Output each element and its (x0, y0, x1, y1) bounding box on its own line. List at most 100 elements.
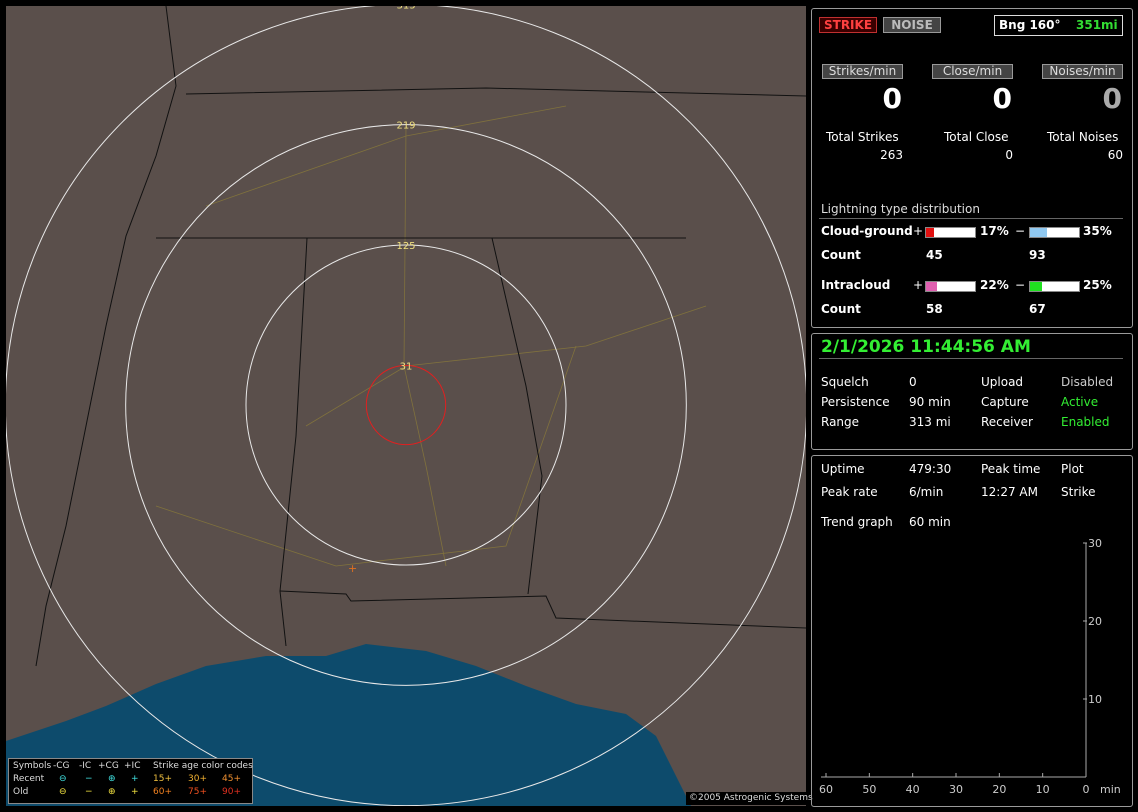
sign: − (1015, 224, 1026, 238)
bearing-box (994, 15, 1123, 36)
divider (819, 358, 1123, 359)
setting: Range (821, 415, 860, 429)
setting: 90 min (909, 395, 951, 409)
x-tick-label: 10 (1036, 783, 1050, 796)
legend-item: 15+ (153, 774, 172, 784)
bearing: Bng 160° (999, 18, 1061, 32)
rate-value: 0 (1102, 82, 1122, 115)
legend-item: ⊕ (108, 774, 116, 784)
legend-item: − (85, 787, 93, 797)
legend-header: +IC (124, 761, 141, 771)
total-value: 60 (1107, 148, 1123, 162)
ring-label: 31 (400, 361, 413, 372)
pct-bar (925, 281, 976, 292)
ring-label: 313 (396, 6, 415, 11)
legend-item: 90+ (222, 787, 241, 797)
trend-label: Trend graph (821, 515, 893, 529)
pct-fill (926, 228, 935, 237)
legend-item: Recent (13, 774, 45, 784)
status-panel (811, 8, 1133, 328)
legend-item: + (131, 774, 139, 784)
x-unit: min (1100, 783, 1121, 796)
trend-value: 60 min (909, 515, 951, 529)
rate-value: 0 (882, 82, 902, 115)
range-ring (245, 244, 567, 566)
legend-item: ⊖ (59, 774, 67, 784)
setting: 313 mi (909, 415, 951, 429)
clock: 2/1/2026 11:44:56 AM (821, 337, 1031, 357)
setting: 0 (909, 375, 917, 389)
rate-label: Close/min (932, 64, 1013, 79)
total-label: Total Close (944, 130, 1009, 144)
count-label: Count (821, 302, 861, 316)
legend: Symbols -CG -IC +CG +IC Strike age color code… (8, 758, 253, 804)
legend-item: 45+ (222, 774, 241, 784)
settings-panel (811, 333, 1133, 450)
pct-label: 17% (980, 224, 1009, 238)
setting: Squelch (821, 375, 869, 389)
stat: Uptime (821, 462, 865, 476)
x-tick-label: 50 (862, 783, 876, 796)
pct-label: 22% (980, 278, 1009, 292)
rate-value: 0 (992, 82, 1012, 115)
y-tick-label: 20 (1088, 615, 1102, 628)
x-tick-label: 30 (949, 783, 963, 796)
pct-fill (1030, 228, 1048, 237)
range-ring (125, 124, 687, 686)
strike-button[interactable]: STRIKE (819, 17, 877, 33)
ring-label: 125 (396, 241, 415, 252)
trend-graph: 10 20 30 60 50 40 30 20 10 0 min (819, 537, 1121, 796)
legend-header: +CG (98, 761, 119, 771)
total-label: Total Noises (1047, 130, 1119, 144)
sign: − (1015, 278, 1026, 292)
stat: Peak time (981, 462, 1041, 476)
legend-item: + (131, 787, 139, 797)
y-tick-label: 10 (1088, 693, 1102, 706)
setting: Active (1061, 395, 1099, 409)
pct-label: 35% (1083, 224, 1112, 238)
count: 58 (926, 302, 943, 316)
legend-item: 30+ (188, 774, 207, 784)
rate-label: Noises/min (1042, 64, 1123, 79)
stat: Peak rate (821, 485, 878, 499)
range-ring (6, 6, 806, 806)
y-tick-label: 30 (1088, 537, 1102, 550)
legend-item: ⊕ (108, 787, 116, 797)
pct-label: 25% (1083, 278, 1112, 292)
sign: + (913, 278, 924, 292)
pct-bar (1029, 281, 1080, 292)
copyright: ©2005 Astrogenic Systems (686, 792, 816, 805)
roads (155, 105, 707, 567)
ring-label: 219 (396, 121, 415, 132)
pct-bar (1029, 227, 1080, 238)
legend-header: Symbols (13, 761, 52, 771)
divider (819, 218, 1123, 219)
setting: Enabled (1061, 415, 1110, 429)
row-label: Cloud-ground (821, 224, 913, 238)
total-value: 263 (880, 148, 903, 162)
distance: 351mi (1076, 18, 1118, 32)
legend-header: -IC (79, 761, 92, 771)
legend-item: ⊖ (59, 787, 67, 797)
total-label: Total Strikes (826, 130, 899, 144)
strike-marker: + (348, 562, 357, 575)
distribution-title: Lightning type distribution (821, 202, 980, 216)
noise-button[interactable]: NOISE (883, 17, 941, 33)
pct-bar (925, 227, 976, 238)
x-tick-label: 0 (1083, 783, 1090, 796)
x-tick-label: 20 (992, 783, 1006, 796)
stat: 6/min (909, 485, 944, 499)
setting: Capture (981, 395, 1029, 409)
trend-panel (811, 455, 1133, 807)
stat: 12:27 AM (981, 485, 1038, 499)
setting: Receiver (981, 415, 1033, 429)
legend-item: Old (13, 787, 29, 797)
pct-fill (926, 282, 937, 291)
total-value: 0 (1005, 148, 1013, 162)
stat: Plot (1061, 462, 1084, 476)
rate-label: Strikes/min (822, 64, 903, 79)
legend-item: − (85, 774, 93, 784)
setting: Persistence (821, 395, 890, 409)
row-label: Intracloud (821, 278, 891, 292)
